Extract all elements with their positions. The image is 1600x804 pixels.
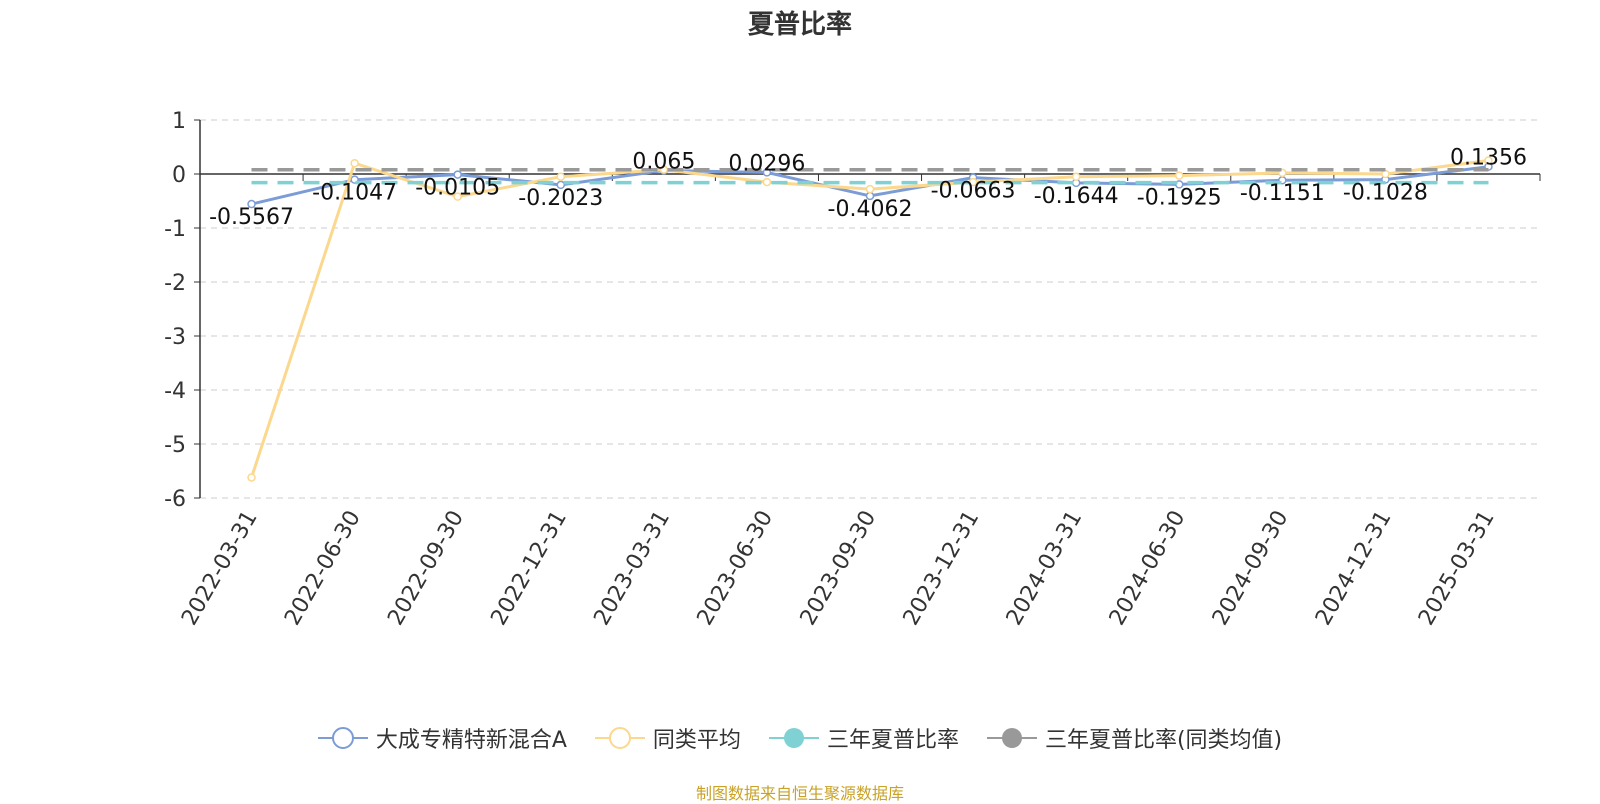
data-label: -0.5567 [209, 205, 294, 230]
x-tick-label: 2022-06-30 [280, 507, 366, 630]
legend-filled-circle-icon [986, 728, 1037, 748]
legend-item-three-year-sharpe[interactable]: 三年夏普比率 [768, 722, 959, 754]
legend-label-peer-average: 同类平均 [652, 728, 741, 753]
series-point-1 [865, 184, 875, 194]
data-label: -0.1925 [1137, 185, 1222, 210]
series-point-1 [1484, 156, 1493, 165]
legend: 大成专精特新混合A 同类平均 三年夏普比率 三年夏普比率(同类均值) [0, 722, 1600, 754]
x-tick-label: 2022-09-30 [383, 507, 469, 630]
x-tick-label: 2022-12-31 [486, 507, 572, 630]
x-tick-label: 2025-03-31 [1414, 507, 1500, 630]
y-tick-label: -6 [164, 487, 186, 512]
x-tick-label: 2023-09-30 [796, 507, 882, 630]
source-note: 制图数据来自恒生聚源数据库 [695, 784, 904, 803]
y-tick-label: -1 [164, 217, 186, 242]
series-point-0 [556, 180, 566, 190]
x-tick-label: 2023-03-31 [589, 507, 675, 630]
data-label: -0.1028 [1343, 181, 1428, 206]
series-point-1 [762, 177, 772, 187]
x-tick-label: 2024-03-31 [1002, 507, 1088, 630]
data-label: -0.0105 [415, 176, 500, 201]
series-point-1 [1174, 171, 1184, 180]
legend-label-three-year-sharpe: 三年夏普比率 [826, 728, 959, 753]
series-point-1 [556, 172, 566, 181]
y-tick-label: -5 [164, 433, 186, 458]
grid-layer [200, 119, 1540, 499]
series-point-1 [659, 165, 669, 174]
x-tick-label: 2022-03-31 [177, 507, 263, 630]
y-tick-label: -4 [164, 379, 186, 404]
data-label: -0.0663 [931, 179, 1016, 204]
series-point-1 [247, 473, 256, 482]
data-label: 0.1356 [1450, 146, 1527, 171]
legend-hollow-circle-icon [317, 727, 368, 749]
data-label: -0.4062 [828, 197, 913, 222]
data-label: 0.065 [632, 149, 695, 174]
series-point-1 [968, 177, 978, 187]
data-label: -0.1644 [1034, 184, 1119, 209]
data-label: -0.1047 [312, 181, 397, 206]
data-label: 0.0296 [728, 151, 805, 176]
y-tick-label: 1 [172, 109, 186, 134]
data-label: -0.2023 [518, 186, 603, 211]
series-point-0 [247, 199, 256, 209]
legend-item-peer-average[interactable]: 同类平均 [594, 722, 741, 754]
data-label: -0.1151 [1240, 181, 1325, 206]
legend-filled-circle-icon [768, 728, 819, 748]
series-point-1 [453, 192, 462, 201]
x-tick-label: 2024-06-30 [1105, 507, 1191, 630]
legend-item-fund[interactable]: 大成专精特新混合A [317, 722, 567, 754]
series-point-1 [1381, 169, 1390, 179]
series-layer [247, 156, 1493, 482]
y-tick-label: 0 [172, 163, 186, 188]
legend-label-three-year-sharpe-peer: 三年夏普比率(同类均值) [1044, 728, 1283, 753]
legend-hollow-circle-icon [594, 727, 645, 749]
legend-item-three-year-sharpe-peer[interactable]: 三年夏普比率(同类均值) [986, 722, 1283, 754]
x-tick-label: 2024-09-30 [1208, 507, 1294, 630]
x-tick-label: 2024-12-31 [1311, 507, 1397, 630]
series-point-0 [762, 168, 772, 177]
series-point-1 [1071, 172, 1081, 181]
x-tick-label: 2023-12-31 [899, 507, 985, 630]
series-point-1 [350, 158, 359, 168]
series-point-0 [453, 170, 462, 179]
chart-title: 夏普比率 [747, 10, 852, 40]
legend-label-fund: 大成专精特新混合A [375, 728, 567, 753]
x-tick-label: 2023-06-30 [693, 507, 779, 630]
y-tick-label: -3 [164, 325, 186, 350]
y-tick-label: -2 [164, 271, 186, 296]
